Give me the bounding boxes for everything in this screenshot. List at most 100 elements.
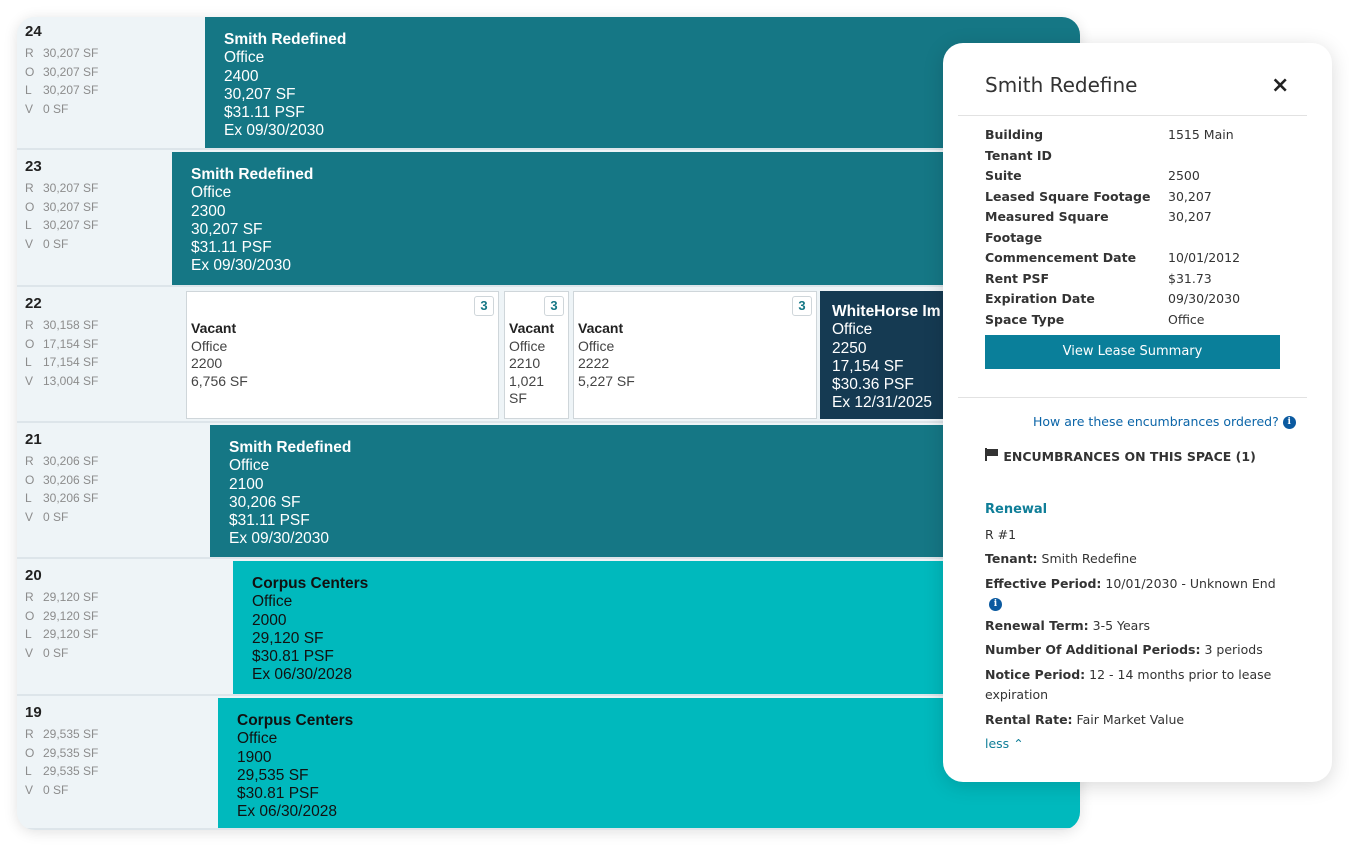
info-label: Measured Square Footage [985, 209, 1109, 245]
stat-row: L 29,535 SF [25, 762, 98, 781]
stat-key: R [25, 590, 34, 604]
info-label: Building [985, 127, 1044, 142]
stat-value: 30,207 SF [43, 83, 99, 97]
close-icon[interactable]: × [1271, 73, 1290, 98]
leased-space[interactable]: Smith Redefined Office 2400 30,207 SF $31.11… [205, 17, 1080, 148]
space-exp: Ex 09/30/2030 [191, 257, 291, 275]
floor-number: 22 [25, 295, 42, 312]
stat-value: 29,535 SF [43, 727, 99, 741]
info-row: Tenant ID [985, 146, 1240, 167]
label: Rental Rate: [985, 711, 1073, 727]
leased-space[interactable]: Corpus Centers Office 2000 29,120 SF $30.81 … [233, 561, 1080, 694]
chevron-up-icon[interactable]: ⌃ [1013, 736, 1024, 751]
info-value: 2500 [1168, 168, 1200, 183]
info-row: Commencement Date 10/01/2012 [985, 248, 1240, 269]
encumbrance-order-link[interactable]: How are these encumbrances ordered? i [1033, 414, 1296, 429]
space-tenant: Corpus Centers [237, 712, 354, 729]
info-row: Expiration Date 09/30/2030 [985, 289, 1240, 310]
space-type: Office [832, 321, 873, 339]
floor-stats: R 29,535 SF O 29,535 SF L 29,535 SF V 0 SF [25, 725, 98, 799]
stat-key: R [25, 181, 34, 195]
how-link-text[interactable]: How are these encumbrances ordered? [1033, 414, 1279, 429]
floor-number: 24 [25, 23, 42, 40]
info-row: Measured Square Footage 30,207 [985, 207, 1240, 248]
stat-value: 30,207 SF [43, 218, 99, 232]
space-suite: 2000 [252, 611, 287, 629]
space-suite: 2222 [578, 355, 610, 371]
info-row: Leased Square Footage 30,207 [985, 187, 1240, 208]
stat-key: L [25, 83, 32, 97]
info-row: Rent PSF $31.73 [985, 269, 1240, 290]
stat-row: V 0 SF [25, 508, 98, 527]
count-badge[interactable]: 3 [792, 296, 812, 316]
count-badge[interactable]: 3 [544, 296, 564, 316]
label: Notice Period: [985, 666, 1086, 682]
encumbrance-type-link[interactable]: Renewal [985, 502, 1048, 517]
leased-space[interactable]: Smith Redefined Office 2300 30,207 SF $31.11… [172, 152, 1080, 285]
space-type: Office [229, 457, 270, 475]
space-suite: 1900 [237, 748, 272, 766]
vacant-space[interactable]: 3 Vacant Office 2200 6,756 SF [186, 291, 499, 419]
info-row: Space Type Office [985, 310, 1240, 331]
lease-info: Building 1515 Main Tenant ID Suite 2500 Lease… [985, 125, 1240, 330]
stat-key: O [25, 608, 35, 623]
floor-row: 24 R 30,207 SF O 30,207 SF L 30,207 SF V 0 SF Smi… [17, 17, 1080, 150]
space-exp: Ex 09/30/2030 [224, 122, 324, 140]
space-type: Office [237, 730, 278, 748]
space-tenant: Smith Redefined [224, 31, 347, 48]
tenant-row: Tenant: Smith Redefine [985, 547, 1295, 572]
space-tenant: Smith Redefined [191, 166, 314, 183]
stat-key: L [25, 491, 32, 505]
additional-periods-row: Number Of Additional Periods: 3 periods [985, 638, 1295, 663]
info-value: $31.73 [1168, 270, 1212, 286]
space-sf: 17,154 SF [832, 357, 904, 375]
space-psf: $30.81 PSF [252, 648, 334, 666]
floor-row: 19 R 29,535 SF O 29,535 SF L 29,535 SF V 0 SF Cor… [17, 698, 1080, 830]
divider [958, 397, 1307, 398]
view-lease-summary-button[interactable]: View Lease Summary [985, 335, 1280, 369]
space-suite: 2200 [191, 355, 223, 371]
stat-value: 0 SF [43, 101, 69, 116]
stat-value: 29,120 SF [43, 627, 99, 641]
space-sf: 6,756 SF [191, 372, 248, 389]
space-type: Office [252, 593, 293, 611]
stat-row: V 0 SF [25, 235, 98, 254]
stat-value: 30,206 SF [43, 454, 99, 468]
info-icon[interactable]: i [1282, 416, 1296, 429]
space-psf: $30.81 PSF [237, 785, 319, 803]
vacant-space[interactable]: 3 Vacant Office 2210 1,021 SF [504, 291, 569, 419]
space-type: Office [224, 49, 265, 67]
floor-stats: R 30,158 SF O 17,154 SF L 17,154 SF V 13,004 SF [25, 316, 98, 390]
info-value: 1515 Main [1168, 127, 1234, 142]
floor-number: 20 [25, 567, 42, 584]
vacant-space[interactable]: 3 Vacant Office 2222 5,227 SF [573, 291, 817, 419]
floor-stats: R 29,120 SF O 29,120 SF L 29,120 SF V 0 SF [25, 588, 98, 662]
space-tenant: Smith Redefined [229, 439, 352, 456]
leased-space[interactable]: Corpus Centers Office 1900 29,535 SF $30.81 … [218, 698, 1080, 828]
stat-value: 29,535 SF [43, 764, 99, 778]
stat-row: R 30,206 SF [25, 452, 98, 471]
space-sf: 30,207 SF [191, 220, 263, 238]
space-suite: 2400 [224, 67, 259, 85]
stacking-plan: 24 R 30,207 SF O 30,207 SF L 30,207 SF V 0 SF Smi… [17, 17, 1080, 830]
value: Fair Market Value [1076, 711, 1185, 727]
leased-space[interactable]: Smith Redefined Office 2100 30,206 SF $31.11… [210, 425, 1080, 557]
stat-key: O [25, 336, 35, 351]
count-badge[interactable]: 3 [474, 296, 494, 316]
stat-row: L 17,154 SF [25, 353, 98, 372]
less-toggle[interactable]: less ⌃ [985, 732, 1295, 757]
stat-key: R [25, 727, 34, 741]
stat-value: 0 SF [43, 782, 69, 797]
space-tenant: Corpus Centers [252, 575, 369, 592]
space-psf: $31.11 PSF [191, 239, 272, 257]
info-label: Tenant ID [985, 147, 1052, 163]
less-text[interactable]: less [985, 736, 1010, 751]
stat-row: R 29,535 SF [25, 725, 98, 744]
stat-key: V [25, 645, 34, 660]
space-exp: Ex 09/30/2030 [229, 530, 329, 548]
label: Tenant: [985, 551, 1038, 566]
floor-stats: R 30,207 SF O 30,207 SF L 30,207 SF V 0 SF [25, 179, 98, 253]
info-icon[interactable]: i [989, 597, 1002, 611]
stat-key: L [25, 218, 32, 232]
stat-value: 30,207 SF [43, 199, 99, 214]
